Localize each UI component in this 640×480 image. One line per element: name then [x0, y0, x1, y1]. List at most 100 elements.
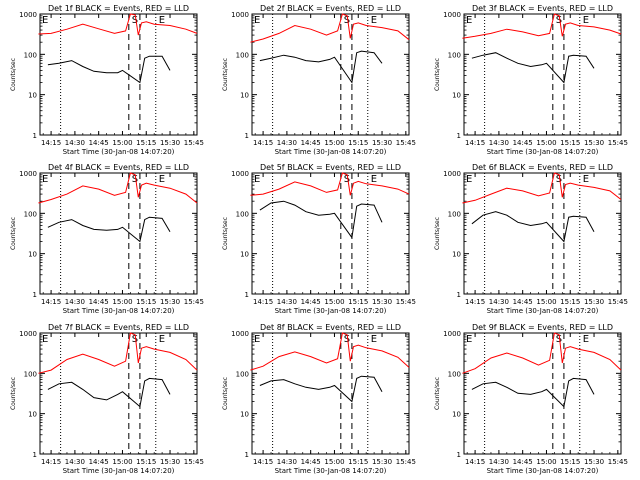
y-tick-label: 1000	[19, 170, 37, 178]
chart-panel-8: Det 8f BLACK = Events, RED = LLD Counts/s…	[222, 323, 416, 475]
y-axis-label: Counts/sec	[222, 58, 229, 91]
x-tick-label: 15:30	[372, 298, 392, 306]
series-line-lld	[462, 13, 622, 39]
x-tick-label: 15:45	[396, 298, 416, 306]
series-line-events	[47, 216, 171, 243]
y-axis-label: Counts/sec	[434, 217, 441, 250]
x-axis-label: Start Time (30-Jan-08 14:07:20)	[63, 307, 175, 315]
plot-frame	[251, 172, 410, 295]
chart-title: Det 6f BLACK = Events, RED = LLD	[472, 163, 613, 172]
y-tick-label: 1000	[443, 11, 461, 19]
y-tick-label: 1000	[231, 330, 249, 338]
x-tick-label: 15:45	[608, 298, 628, 306]
y-tick-label: 1	[33, 291, 37, 299]
chart-title: Det 2f BLACK = Events, RED = LLD	[260, 4, 401, 13]
y-tick-label: 100	[448, 51, 461, 59]
interval-marker-e: E	[371, 334, 377, 345]
plot-frame	[463, 13, 622, 136]
interval-marker-e: E	[42, 334, 48, 345]
series-line-events	[471, 377, 595, 408]
x-tick-label: 15:15	[348, 298, 368, 306]
series-line-events	[471, 211, 595, 243]
chart-title: Det 3f BLACK = Events, RED = LLD	[472, 4, 613, 13]
x-tick-label: 15:15	[348, 458, 368, 466]
x-tick-label: 14:45	[89, 458, 109, 466]
series-line-events	[47, 377, 171, 408]
series-line-events	[259, 375, 383, 403]
x-tick-label: 15:30	[160, 298, 180, 306]
y-axis-label: Counts/sec	[10, 377, 17, 410]
plot-frame	[39, 332, 198, 455]
series-line-lld	[250, 13, 410, 43]
x-tick-label: 14:30	[489, 298, 509, 306]
y-tick-label: 1000	[443, 170, 461, 178]
y-tick-label: 1	[457, 132, 461, 140]
interval-marker-e: E	[466, 334, 472, 345]
x-tick-label: 15:15	[560, 139, 580, 147]
y-tick-label: 1000	[231, 11, 249, 19]
chart-panel-1: Det 1f BLACK = Events, RED = LLD Counts/s…	[10, 4, 204, 156]
interval-marker-s: S	[556, 174, 562, 185]
interval-marker-e: E	[583, 174, 589, 185]
x-tick-label: 14:30	[65, 139, 85, 147]
x-tick-label: 15:00	[324, 139, 344, 147]
x-tick-label: 15:45	[396, 139, 416, 147]
interval-marker-e: E	[159, 174, 165, 185]
series-line-lld	[38, 13, 198, 36]
x-tick-label: 15:15	[560, 458, 580, 466]
y-axis-label: Counts/sec	[434, 58, 441, 91]
y-axis-label: Counts/sec	[222, 377, 229, 410]
y-tick-label: 10	[452, 92, 461, 100]
x-tick-label: 14:15	[41, 458, 61, 466]
x-tick-label: 14:15	[465, 458, 485, 466]
x-tick-label: 15:00	[324, 298, 344, 306]
x-tick-label: 14:45	[513, 458, 533, 466]
interval-marker-e: E	[254, 174, 260, 185]
x-tick-label: 15:00	[536, 139, 556, 147]
x-axis-label: Start Time (30-Jan-08 14:07:20)	[275, 307, 387, 315]
x-axis-label: Start Time (30-Jan-08 14:07:20)	[63, 467, 175, 475]
x-tick-label: 14:15	[253, 458, 273, 466]
x-tick-label: 14:15	[465, 298, 485, 306]
x-tick-label: 15:45	[396, 458, 416, 466]
interval-marker-s: S	[132, 174, 138, 185]
y-tick-label: 1	[457, 291, 461, 299]
interval-marker-e: E	[42, 15, 48, 26]
x-tick-label: 14:45	[513, 139, 533, 147]
y-tick-label: 100	[236, 210, 249, 218]
x-axis-label: Start Time (30-Jan-08 14:07:20)	[487, 148, 599, 156]
x-tick-label: 15:45	[184, 458, 204, 466]
x-tick-label: 14:30	[65, 458, 85, 466]
chart-panel-4: Det 4f BLACK = Events, RED = LLD Counts/s…	[10, 163, 204, 315]
x-axis-label: Start Time (30-Jan-08 14:07:20)	[63, 148, 175, 156]
x-tick-label: 14:45	[301, 298, 321, 306]
x-tick-label: 15:45	[184, 139, 204, 147]
y-axis-label: Counts/sec	[434, 377, 441, 410]
chart-title: Det 7f BLACK = Events, RED = LLD	[48, 323, 189, 332]
y-tick-label: 100	[448, 370, 461, 378]
interval-marker-s: S	[556, 334, 562, 345]
y-axis-label: Counts/sec	[222, 217, 229, 250]
x-tick-label: 15:45	[184, 298, 204, 306]
x-tick-label: 14:15	[465, 139, 485, 147]
x-tick-label: 14:45	[89, 139, 109, 147]
y-tick-label: 10	[28, 92, 37, 100]
y-tick-label: 1	[33, 451, 37, 459]
plot-frame	[251, 332, 410, 455]
y-tick-label: 1000	[19, 330, 37, 338]
x-tick-label: 14:45	[301, 458, 321, 466]
x-tick-label: 14:30	[489, 139, 509, 147]
x-tick-label: 15:15	[136, 298, 156, 306]
x-tick-label: 15:30	[372, 139, 392, 147]
x-tick-label: 14:15	[41, 298, 61, 306]
x-tick-label: 14:45	[513, 298, 533, 306]
x-tick-label: 15:15	[348, 139, 368, 147]
chart-title: Det 4f BLACK = Events, RED = LLD	[48, 163, 189, 172]
x-tick-label: 15:15	[136, 458, 156, 466]
x-tick-label: 14:45	[89, 298, 109, 306]
plot-frame	[463, 172, 622, 295]
chart-panel-7: Det 7f BLACK = Events, RED = LLD Counts/s…	[10, 323, 204, 475]
x-axis-label: Start Time (30-Jan-08 14:07:20)	[487, 307, 599, 315]
x-tick-label: 15:30	[160, 139, 180, 147]
